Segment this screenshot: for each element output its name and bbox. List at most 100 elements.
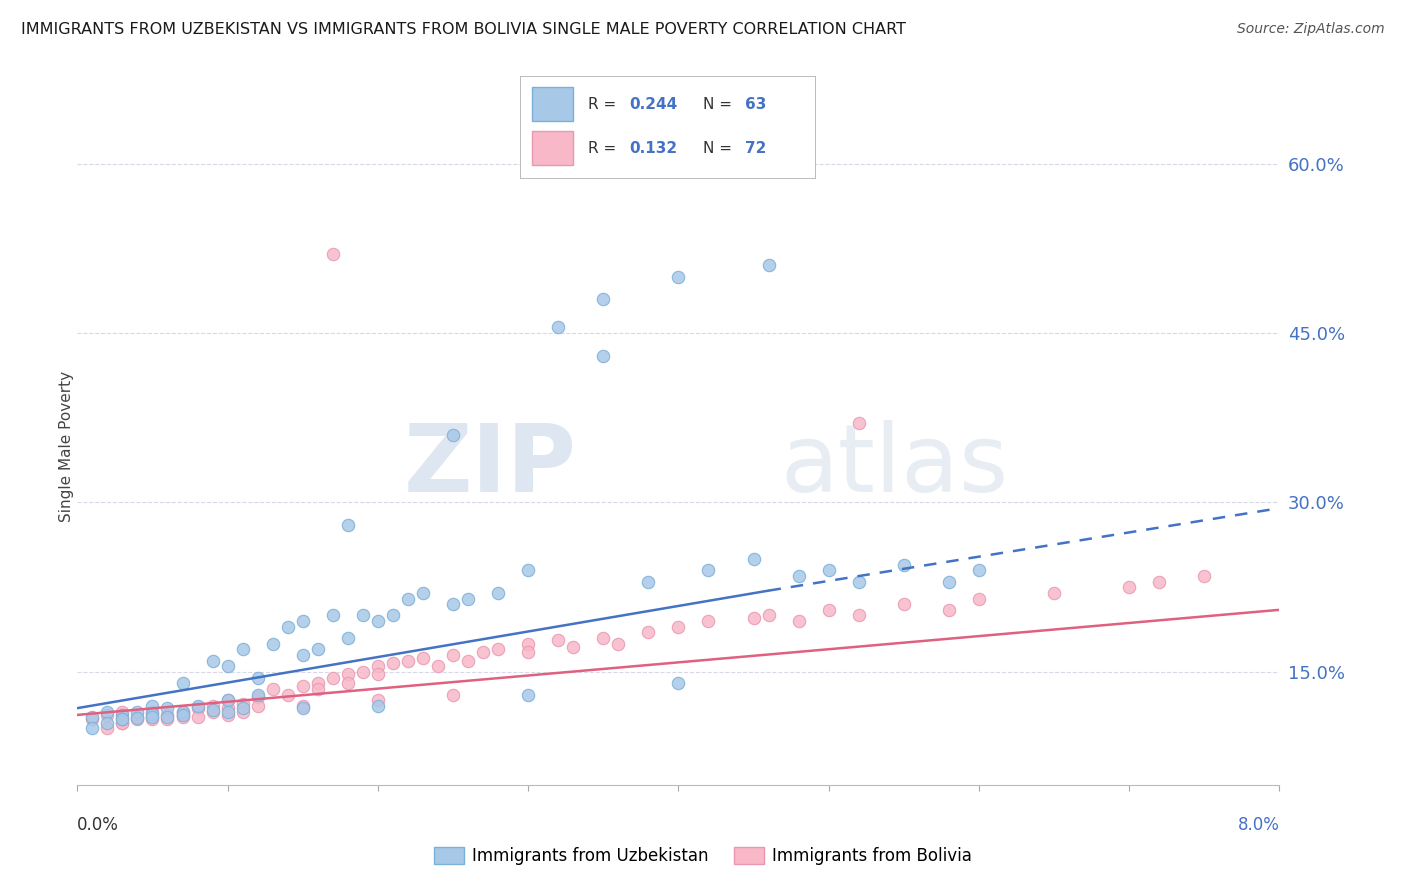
Point xyxy=(381,608,404,623)
Point xyxy=(172,707,194,722)
Point xyxy=(427,659,450,673)
Point xyxy=(396,591,419,606)
Text: atlas: atlas xyxy=(780,420,1010,512)
Point xyxy=(172,707,194,722)
Point xyxy=(141,710,163,724)
Point xyxy=(201,703,224,717)
Point xyxy=(201,654,224,668)
Point xyxy=(232,705,254,719)
Text: N =: N = xyxy=(703,141,737,155)
Point xyxy=(111,715,134,730)
Point xyxy=(668,269,690,284)
Point xyxy=(246,698,269,713)
Point xyxy=(1118,580,1140,594)
Point xyxy=(217,701,239,715)
Point xyxy=(352,608,374,623)
Text: N =: N = xyxy=(703,96,737,112)
Point xyxy=(187,710,209,724)
Point xyxy=(246,671,269,685)
Point xyxy=(457,654,479,668)
Text: ZIP: ZIP xyxy=(404,420,576,512)
Point xyxy=(367,693,389,707)
Point xyxy=(291,679,314,693)
Point xyxy=(742,552,765,566)
Point xyxy=(848,574,870,589)
Point xyxy=(697,614,720,628)
Point xyxy=(291,701,314,715)
Point xyxy=(187,698,209,713)
Point xyxy=(592,292,614,306)
Point xyxy=(262,637,284,651)
Point xyxy=(156,701,179,715)
Point xyxy=(96,722,118,736)
Point xyxy=(322,247,344,261)
Point xyxy=(848,608,870,623)
Bar xyxy=(531,87,574,121)
Point xyxy=(517,563,540,577)
Point xyxy=(172,705,194,719)
Point xyxy=(441,427,464,442)
Point xyxy=(848,417,870,431)
Point xyxy=(172,676,194,690)
Point xyxy=(787,614,810,628)
Point xyxy=(668,620,690,634)
Point xyxy=(367,667,389,681)
Point xyxy=(307,642,329,657)
Point xyxy=(787,569,810,583)
Point xyxy=(412,586,434,600)
Point xyxy=(742,611,765,625)
Point xyxy=(307,681,329,696)
Point xyxy=(517,645,540,659)
Point xyxy=(441,597,464,611)
Point xyxy=(246,688,269,702)
Y-axis label: Single Male Poverty: Single Male Poverty xyxy=(59,370,73,522)
Point xyxy=(82,710,104,724)
Point xyxy=(592,631,614,645)
Point xyxy=(893,597,915,611)
Point xyxy=(697,563,720,577)
Point xyxy=(96,707,118,722)
Point xyxy=(232,642,254,657)
Point xyxy=(111,713,134,727)
Point xyxy=(336,631,359,645)
Point xyxy=(96,705,118,719)
Point xyxy=(938,574,960,589)
Point xyxy=(381,656,404,670)
Point xyxy=(486,642,509,657)
Point xyxy=(217,707,239,722)
Point xyxy=(457,591,479,606)
Text: 63: 63 xyxy=(745,96,766,112)
Text: Source: ZipAtlas.com: Source: ZipAtlas.com xyxy=(1237,22,1385,37)
Point xyxy=(291,648,314,662)
Point xyxy=(156,713,179,727)
Point xyxy=(637,574,659,589)
Point xyxy=(758,258,780,272)
Point xyxy=(141,705,163,719)
Point xyxy=(486,586,509,600)
Bar xyxy=(531,131,574,165)
Point xyxy=(893,558,915,572)
Point xyxy=(111,707,134,722)
Point xyxy=(172,705,194,719)
Point xyxy=(217,659,239,673)
Point xyxy=(367,659,389,673)
Text: 8.0%: 8.0% xyxy=(1237,816,1279,834)
Text: 0.244: 0.244 xyxy=(630,96,678,112)
Point xyxy=(562,640,585,654)
Point xyxy=(187,701,209,715)
Point xyxy=(277,620,299,634)
Point xyxy=(668,676,690,690)
Point xyxy=(111,705,134,719)
Point xyxy=(1043,586,1066,600)
Point xyxy=(322,671,344,685)
Point xyxy=(367,614,389,628)
Point xyxy=(127,710,149,724)
Point xyxy=(217,705,239,719)
Point xyxy=(547,633,569,648)
Point xyxy=(1149,574,1171,589)
Point xyxy=(217,693,239,707)
Point xyxy=(1194,569,1216,583)
Point xyxy=(127,713,149,727)
Point xyxy=(441,688,464,702)
Point xyxy=(141,710,163,724)
